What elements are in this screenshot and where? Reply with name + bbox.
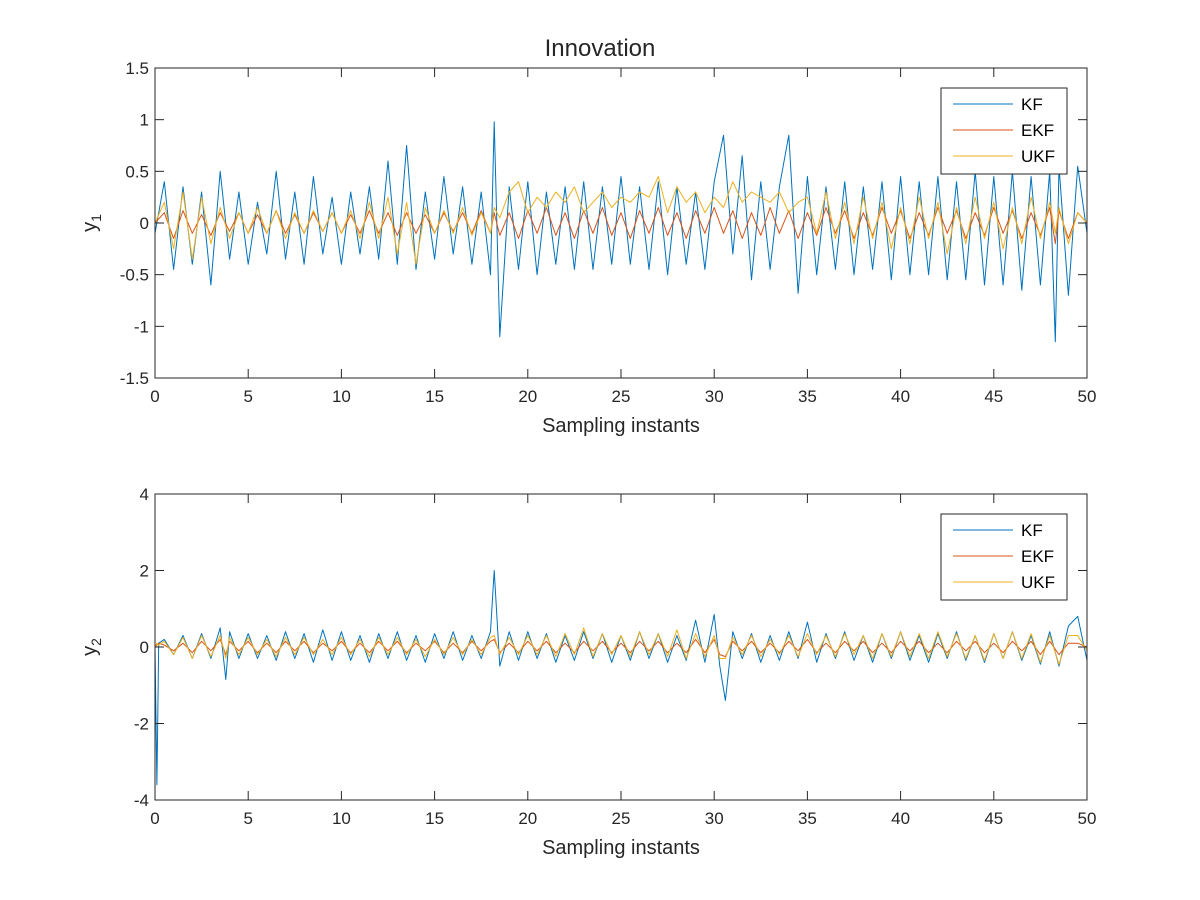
y-tick-label: -2: [134, 715, 149, 734]
legend-box: [940, 87, 1068, 175]
legend-label-ekf: EKF: [1021, 121, 1054, 140]
legend-label-ekf: EKF: [1021, 547, 1054, 566]
y-tick-label: -1.5: [120, 369, 149, 388]
y-tick-label: 1.5: [125, 59, 149, 78]
y-tick-label: -4: [134, 791, 149, 810]
x-tick-label: 45: [984, 809, 1003, 828]
x-tick-label: 15: [425, 387, 444, 406]
x-tick-label: 25: [612, 387, 631, 406]
y-tick-label: -0.5: [120, 266, 149, 285]
x-tick-label: 35: [798, 809, 817, 828]
y-tick-label: 0.5: [125, 162, 149, 181]
subplot-y1: 0 5 10 15 20 25 30 35 40 45 50 -1.5 -1 -0.5 0 0.5 1 1.5 Sa…: [79, 59, 1096, 437]
x-tick-label: 50: [1078, 387, 1097, 406]
y-tick-label: 2: [140, 562, 149, 581]
x-tick-label: 10: [332, 809, 351, 828]
y-axis-label: y1: [79, 214, 104, 232]
y-tick-label: 0: [140, 214, 149, 233]
x-tick-label: 10: [332, 387, 351, 406]
x-tick-label: 45: [984, 387, 1003, 406]
series-group: [155, 121, 1087, 343]
x-tick-label: 30: [705, 809, 724, 828]
x-tick-label: 20: [518, 387, 537, 406]
legend-label-ukf: UKF: [1021, 147, 1055, 166]
x-axis-label: Sampling instants: [542, 415, 700, 437]
y-axis-label: y2: [79, 638, 104, 656]
legend-label-kf: KF: [1021, 521, 1043, 540]
x-tick-label: 0: [150, 809, 159, 828]
subplot-y2: 0 5 10 15 20 25 30 35 40 45 50 -4 -2 0 2 4 Sampling inst…: [79, 485, 1096, 859]
x-tick-label: 35: [798, 387, 817, 406]
y-tick-label: -1: [134, 317, 149, 336]
legend: KF EKF UKF: [940, 87, 1068, 175]
x-tick-label: 50: [1078, 809, 1097, 828]
plot-area: [155, 494, 1087, 800]
legend-label-ukf: UKF: [1021, 573, 1055, 592]
x-tick-label: 15: [425, 809, 444, 828]
x-tick-label: 5: [243, 387, 252, 406]
x-tick-label: 40: [891, 809, 910, 828]
y-tick-label: 4: [140, 485, 149, 504]
x-axis-label: Sampling instants: [542, 837, 700, 859]
x-tick-label: 30: [705, 387, 724, 406]
y-tick-label: 1: [140, 111, 149, 130]
legend: KF EKF UKF: [940, 513, 1068, 601]
x-tick-label: 25: [612, 809, 631, 828]
y-tick-label: 0: [140, 638, 149, 657]
series-line-ukf: [155, 176, 1087, 265]
x-tick-label: 40: [891, 387, 910, 406]
series-line-ukf: [155, 627, 1087, 665]
series-line-kf: [155, 121, 1087, 343]
series-group: [155, 570, 1087, 786]
figure-title: Innovation: [545, 35, 656, 62]
series-line-ekf: [155, 207, 1087, 245]
x-tick-label: 0: [150, 387, 159, 406]
legend-box: [940, 513, 1068, 601]
x-tick-label: 20: [518, 809, 537, 828]
x-tick-label: 5: [243, 809, 252, 828]
plot-area: [155, 68, 1087, 378]
legend-label-kf: KF: [1021, 95, 1043, 114]
